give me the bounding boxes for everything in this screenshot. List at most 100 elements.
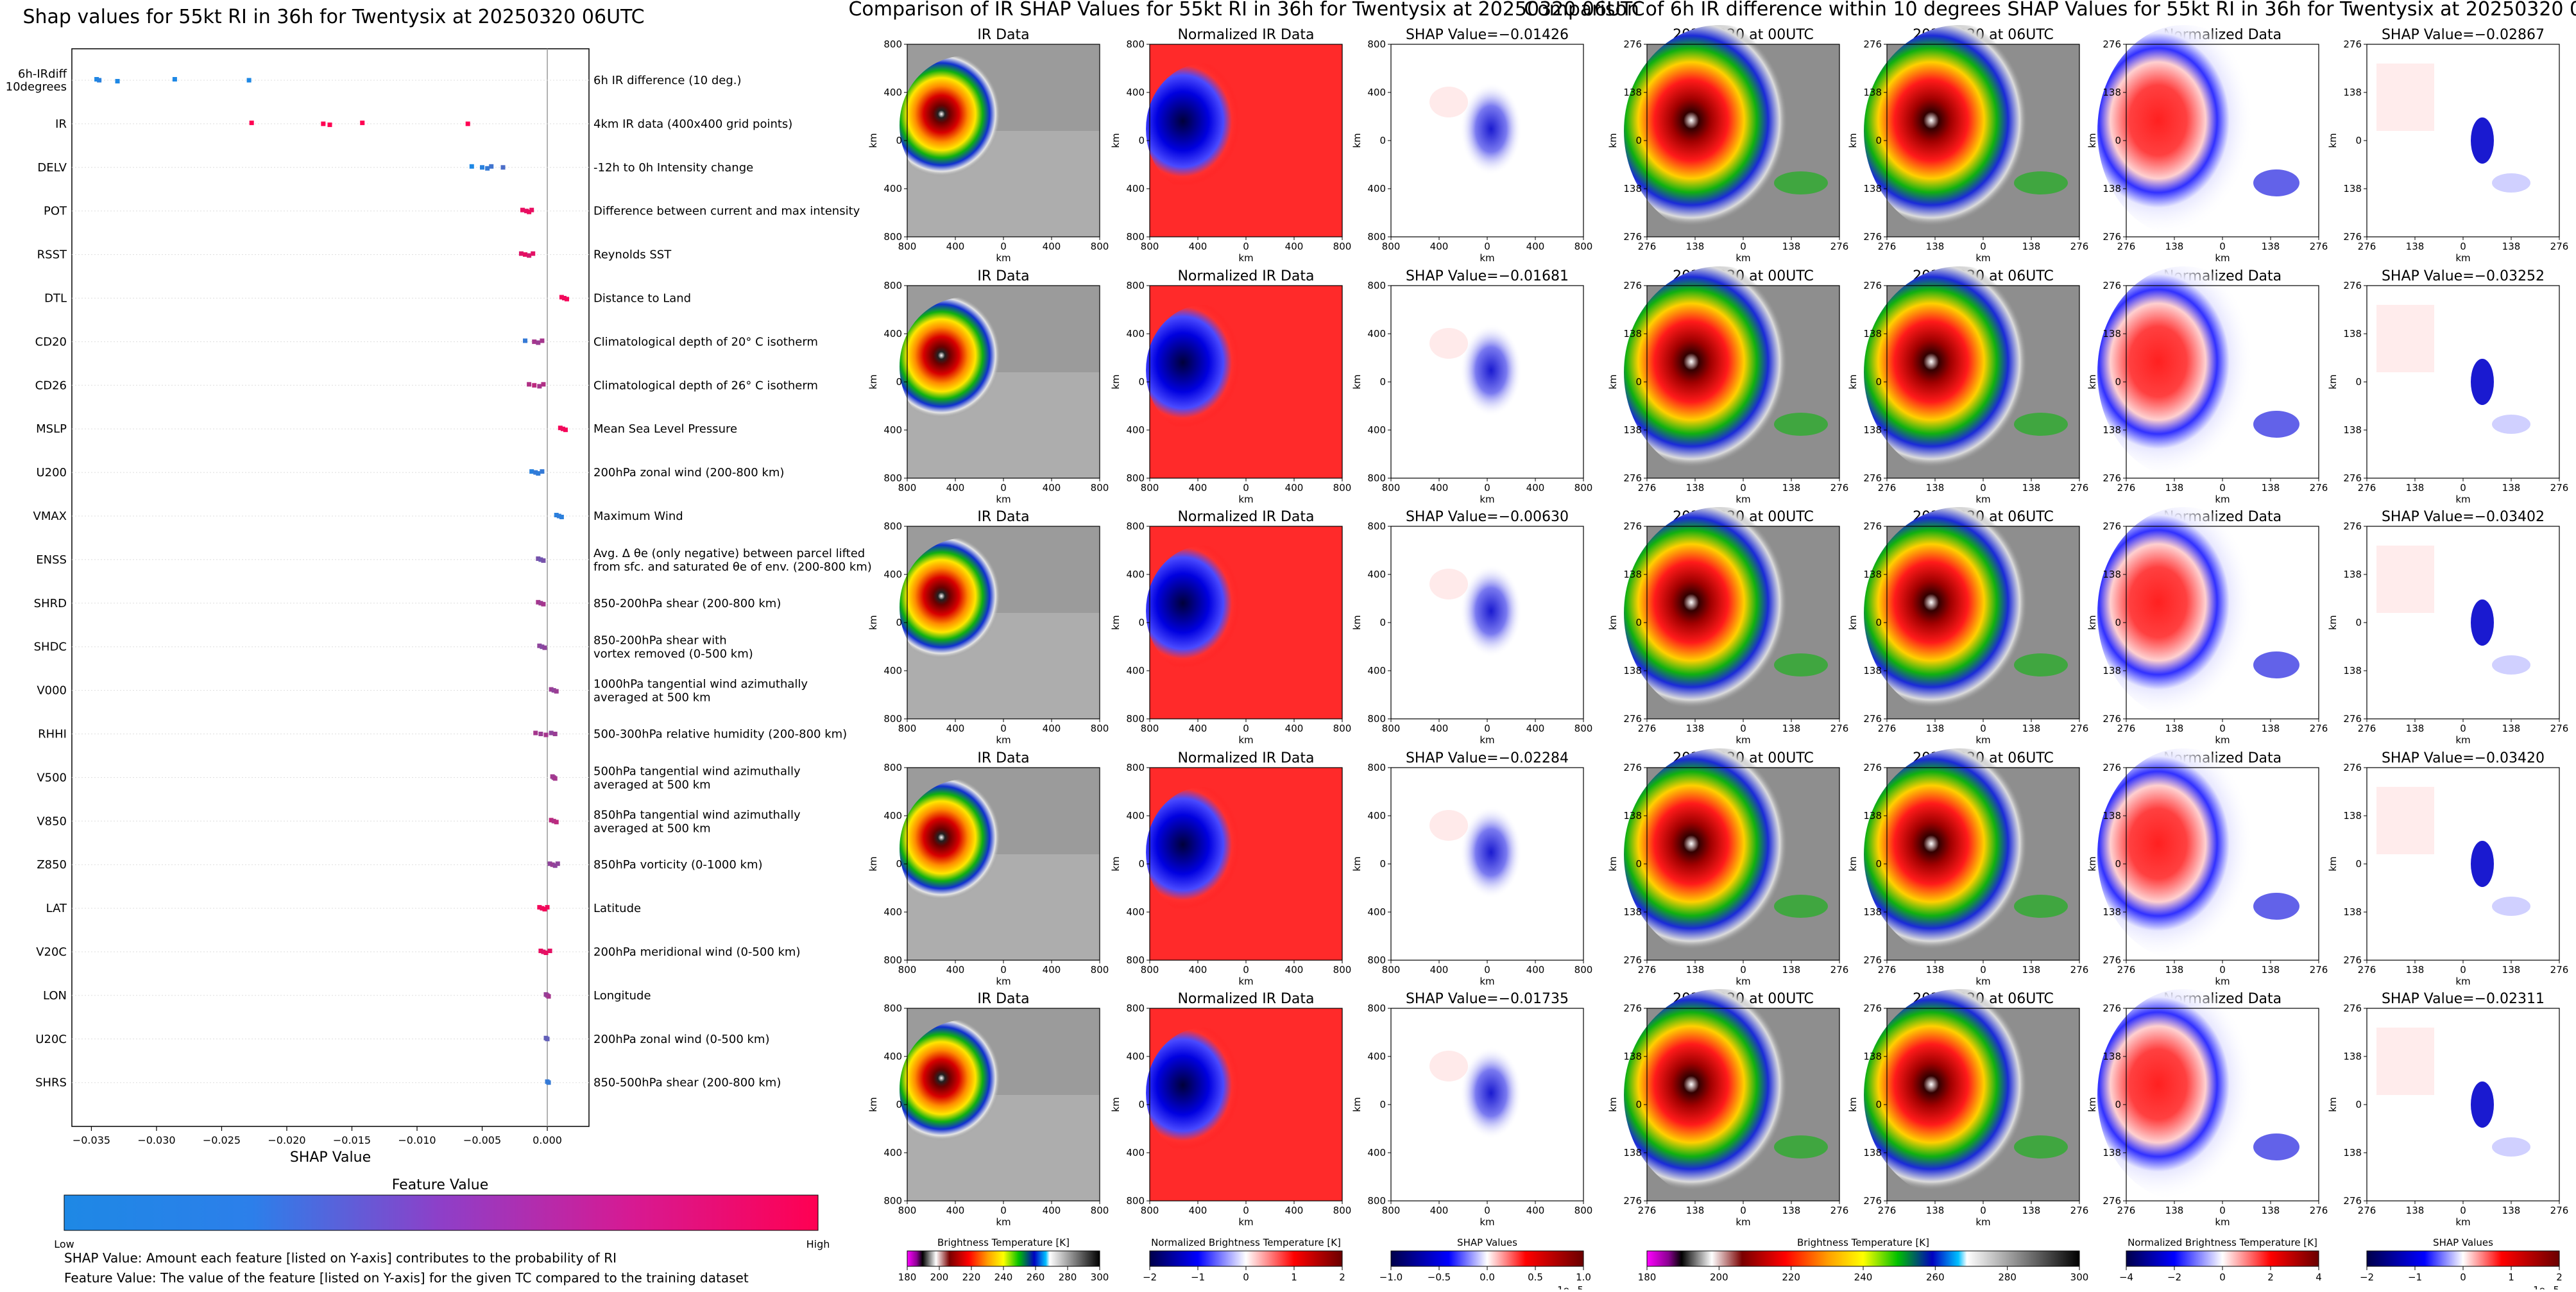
shap-point	[552, 776, 558, 781]
x-tick-label: 138	[1926, 964, 1945, 976]
y-tick-label: 400	[883, 328, 902, 340]
ir-shap-comparison: Comparison of IR SHAP Values for 55kt RI…	[848, 0, 1644, 1292]
shap-point	[536, 340, 541, 345]
panel-title: IR Data	[977, 750, 1029, 766]
x-tick-label: −0.010	[398, 1134, 436, 1146]
y-tick-label: 800	[883, 39, 902, 50]
feature-description: Maximum Wind	[593, 510, 683, 523]
x-tick-label: 800	[1091, 1205, 1109, 1216]
x-tick-label: 276	[2070, 964, 2089, 976]
storm-image	[1146, 546, 1261, 676]
colorbar-tick-label: −1	[2408, 1271, 2422, 1283]
y-tick-label: 276	[2343, 231, 2362, 243]
panel-title: Normalized IR Data	[1177, 27, 1314, 43]
storm-image	[1624, 748, 1816, 960]
shap-point	[172, 77, 177, 82]
colorbar-low-label: Low	[54, 1238, 74, 1250]
y-tick-label: 276	[1863, 280, 1882, 291]
shap-point	[480, 165, 485, 170]
panel-title: Normalized IR Data	[1177, 750, 1314, 766]
feature-label: V20C	[36, 945, 67, 959]
panel-title: SHAP Value=−0.02311	[2382, 991, 2545, 1007]
blue-band	[2253, 411, 2299, 438]
x-tick-label: 138	[2406, 1205, 2425, 1216]
y-tick-label: 138	[1623, 810, 1642, 822]
image-panel: 20250320 at 06UTC27627613813800138138276…	[1847, 25, 2088, 264]
x-tick-label: 0	[1740, 482, 1746, 494]
shap-core	[2471, 599, 2494, 646]
y-tick-label: 0	[1138, 1099, 1145, 1110]
image-panel: SHAP Value=−0.00630800800400400004004008…	[1351, 509, 1592, 746]
colorbar-tick-label: 1.0	[1576, 1271, 1591, 1283]
y-tick-label: 138	[1623, 906, 1642, 918]
shap-point	[552, 732, 558, 736]
x-tick-label: −0.005	[463, 1134, 501, 1146]
shap-point	[554, 513, 559, 517]
x-tick-label: 800	[1141, 1205, 1159, 1216]
y-axis-label: km	[1351, 133, 1363, 148]
shap-point	[537, 643, 542, 648]
x-tick-label: 400	[1285, 482, 1304, 494]
x-tick-label: 0	[1740, 964, 1746, 976]
x-tick-label: 138	[2165, 482, 2184, 494]
y-tick-label: 138	[2103, 665, 2121, 676]
colorbar-tick-label: −4	[2119, 1271, 2133, 1283]
y-tick-label: 0	[2355, 135, 2362, 146]
shap-point	[529, 207, 534, 212]
colorbar-tick-label: 260	[1926, 1271, 1945, 1283]
x-tick-label: 800	[1574, 482, 1593, 494]
x-tick-label: 138	[2262, 241, 2280, 252]
image-panel: Normalized IR Data8008004004000040040080…	[1110, 509, 1351, 746]
ir-diff-shap-comparison: Comparison of 6h IR difference within 10…	[1524, 0, 2576, 1292]
x-tick-label: 138	[2406, 482, 2425, 494]
x-axis-label: km	[1480, 734, 1494, 746]
y-tick-label: 0	[1635, 1099, 1642, 1110]
x-tick-label: 138	[2022, 1205, 2041, 1216]
x-tick-label: 276	[2550, 241, 2569, 252]
colorbar-label: Normalized Brightness Temperature [K]	[1151, 1237, 1341, 1248]
x-tick-label: 138	[1782, 964, 1801, 976]
x-tick-label: 400	[1526, 241, 1545, 252]
y-axis-label: km	[1607, 133, 1619, 148]
y-tick-label: 800	[1126, 1195, 1145, 1207]
x-tick-label: 0	[1980, 1205, 1986, 1216]
feature-description: Difference between current and max inten…	[593, 205, 860, 218]
chart-title: Shap values for 55kt RI in 36h for Twent…	[22, 6, 644, 28]
storm-image	[900, 538, 1030, 676]
chart-title: Comparison of 6h IR difference within 10…	[1524, 0, 2576, 21]
feature-description: Climatological depth of 26° C isotherm	[593, 379, 818, 392]
x-tick-label: 800	[898, 964, 917, 976]
image-panel: SHAP Value=−0.03252276276138138001381382…	[2327, 268, 2568, 505]
feature-label: SHRD	[34, 597, 67, 610]
colorbar-tick-label: 1	[2508, 1271, 2514, 1283]
x-tick-label: 138	[2502, 1205, 2521, 1216]
shap-point	[540, 644, 545, 650]
storm-image	[1624, 989, 1816, 1201]
x-tick-label: 0	[1740, 723, 1746, 734]
y-tick-label: 0	[1379, 617, 1386, 628]
x-tick-label: 0	[1484, 723, 1490, 734]
feature-description: Climatological depth of 20° C isotherm	[593, 335, 818, 349]
feature-label: RHHI	[38, 728, 67, 741]
x-tick-label: 0	[2460, 241, 2466, 252]
y-tick-label: 276	[1863, 521, 1882, 532]
colorbar-exponent: 1e−5	[2533, 1284, 2559, 1289]
y-tick-label: 138	[2343, 328, 2362, 340]
panel-title: Normalized IR Data	[1177, 268, 1314, 284]
y-axis-label: km	[2086, 615, 2098, 630]
feature-description: Latitude	[593, 902, 641, 915]
y-tick-label: 138	[1863, 183, 1882, 194]
x-tick-label: 800	[898, 723, 917, 734]
feature-label: SHDC	[34, 641, 67, 654]
x-tick-label: 0	[1000, 241, 1007, 252]
x-tick-label: 800	[1382, 241, 1401, 252]
y-tick-label: 138	[2343, 906, 2362, 918]
colorbar-tick-label: −2	[2167, 1271, 2181, 1283]
image-panel: SHAP Value=−0.03402276276138138001381382…	[2327, 509, 2568, 746]
x-axis-label: km	[2215, 494, 2230, 505]
colorbar-label: SHAP Values	[2433, 1237, 2493, 1248]
shap-point	[321, 121, 326, 126]
y-tick-label: 276	[2103, 713, 2121, 725]
panel-title: IR Data	[977, 991, 1029, 1007]
